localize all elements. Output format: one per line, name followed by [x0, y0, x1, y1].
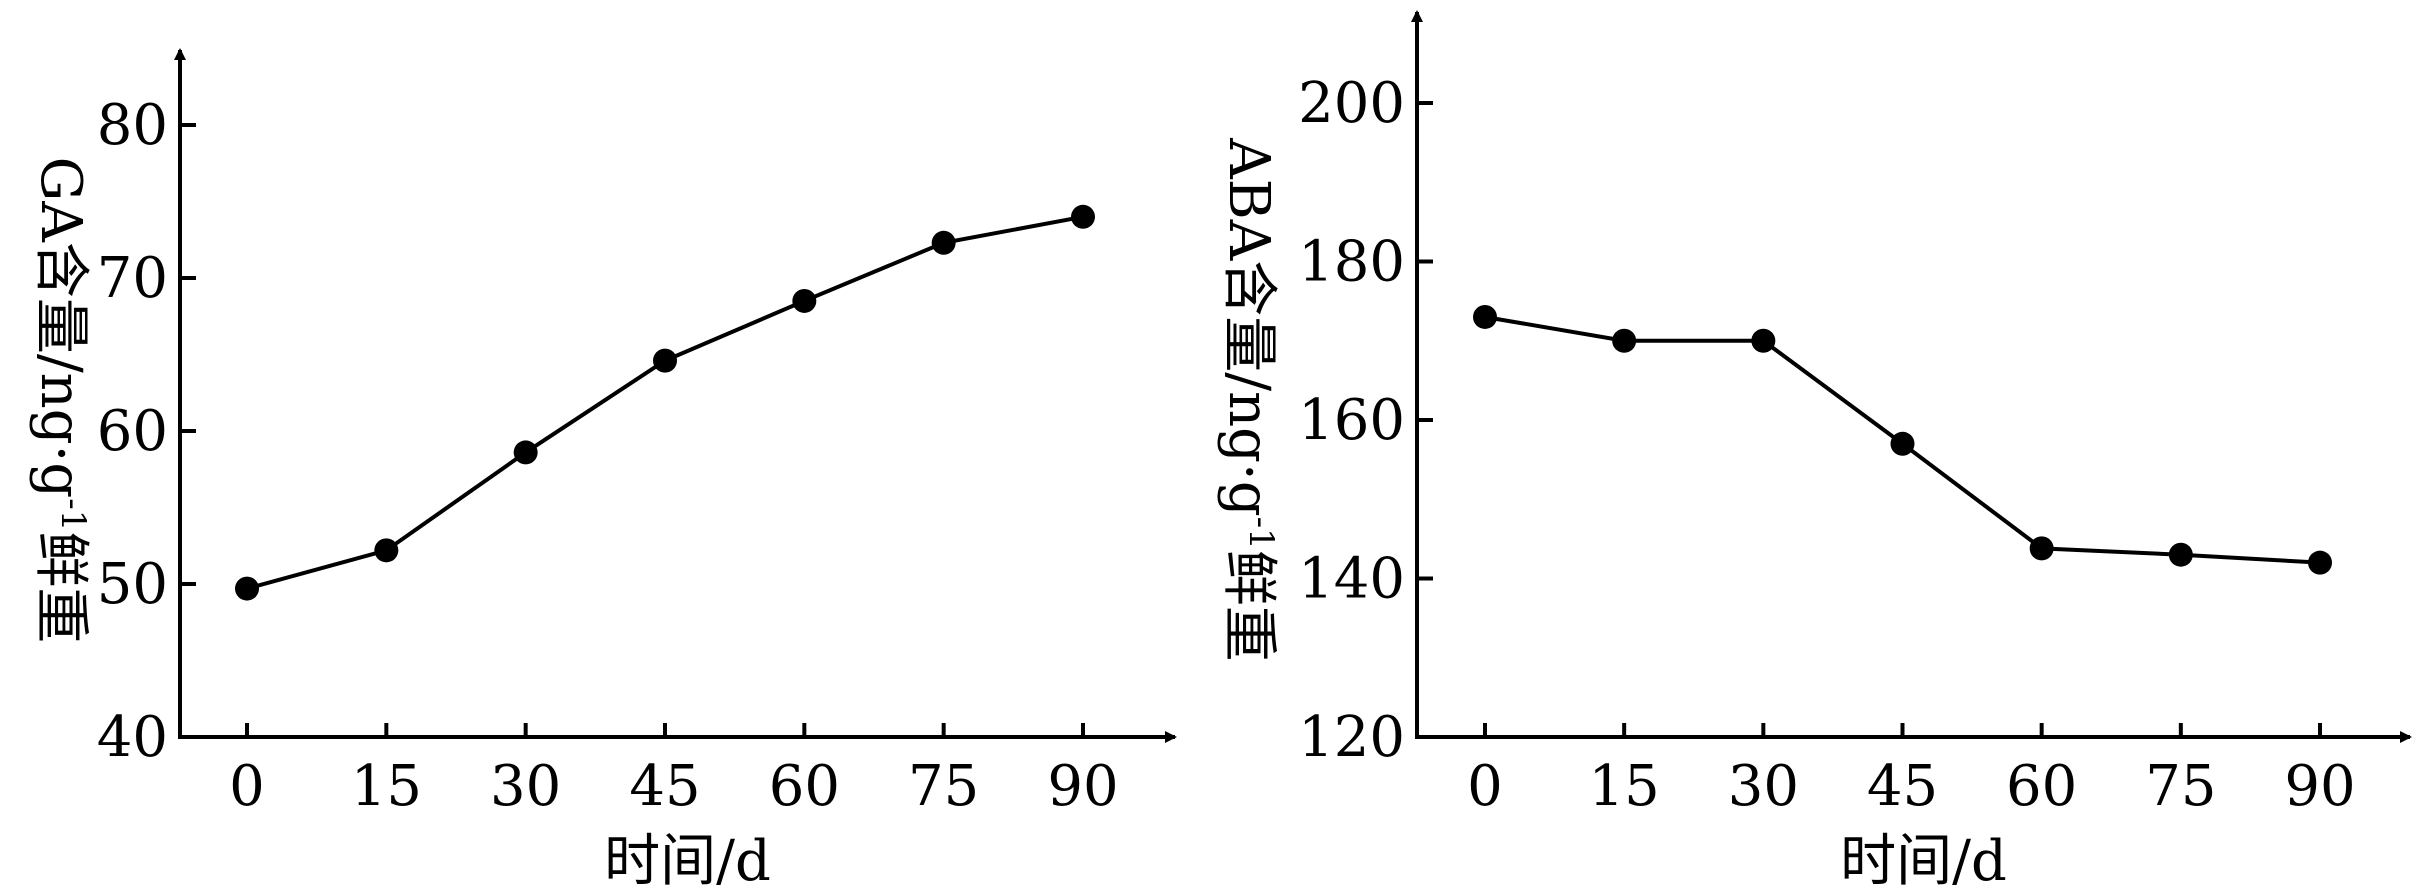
x-tick-label: 90 [1047, 754, 1118, 819]
x-tick-label: 60 [769, 754, 840, 819]
data-point [2029, 536, 2054, 561]
y-axis-title: ABA含量/ng·g-1鲜重 [1216, 137, 1281, 662]
x-tick-label: 45 [1867, 754, 1938, 819]
data-point [1473, 304, 1497, 329]
x-axis-title: 时间/d [604, 829, 771, 893]
data-point [1612, 328, 1637, 353]
x-tick-label: 60 [2006, 754, 2077, 819]
data-point [2168, 542, 2193, 567]
data-point [931, 230, 956, 255]
data-point [792, 288, 817, 313]
x-tick-label: 15 [1589, 754, 1660, 819]
data-point [374, 538, 399, 563]
data-point [1890, 431, 1915, 456]
x-tick-label: 0 [1467, 754, 1503, 819]
y-tick-label: 70 [97, 246, 168, 311]
data-point [1751, 328, 1776, 353]
y-tick-label: 60 [97, 399, 168, 464]
y-tick-label: 180 [1298, 230, 1405, 295]
x-tick-label: 45 [629, 754, 700, 819]
data-point [235, 576, 259, 601]
y-tick-label: 40 [97, 705, 168, 770]
series-line [246, 214, 1084, 591]
data-point [513, 440, 538, 465]
data-point [1071, 204, 1095, 229]
data-point [2308, 550, 2332, 575]
x-tick-label: 30 [1728, 754, 1799, 819]
y-tick-label: 160 [1298, 388, 1405, 453]
y-tick-label: 140 [1298, 547, 1405, 612]
x-tick-label: 15 [351, 754, 422, 819]
x-tick-label: 0 [229, 754, 265, 819]
y-tick-label: 50 [97, 552, 168, 617]
x-axis-title: 时间/d [1840, 829, 2007, 893]
chart-panel-2: 120 140 160 180 200 0 15 30 45 60 75 90 时间/d ABA含量/ng… [1216, 10, 2412, 893]
x-tick-label: 75 [2145, 754, 2216, 819]
x-tick-label: 75 [908, 754, 979, 819]
y-axis-title: GA含量/ng·g-1鲜重 [28, 157, 93, 644]
x-tick-label: 30 [490, 754, 561, 819]
data-point [653, 348, 677, 373]
y-tick-label: 200 [1298, 71, 1405, 136]
chart-panel-1: 40 50 60 70 80 0 15 30 45 60 75 90 时间/d GA含量/ng·g-1鲜重 [28, 48, 1177, 893]
x-tick-label: 90 [2284, 754, 2355, 819]
y-tick-label: 120 [1298, 705, 1405, 770]
y-tick-label: 80 [97, 93, 168, 158]
